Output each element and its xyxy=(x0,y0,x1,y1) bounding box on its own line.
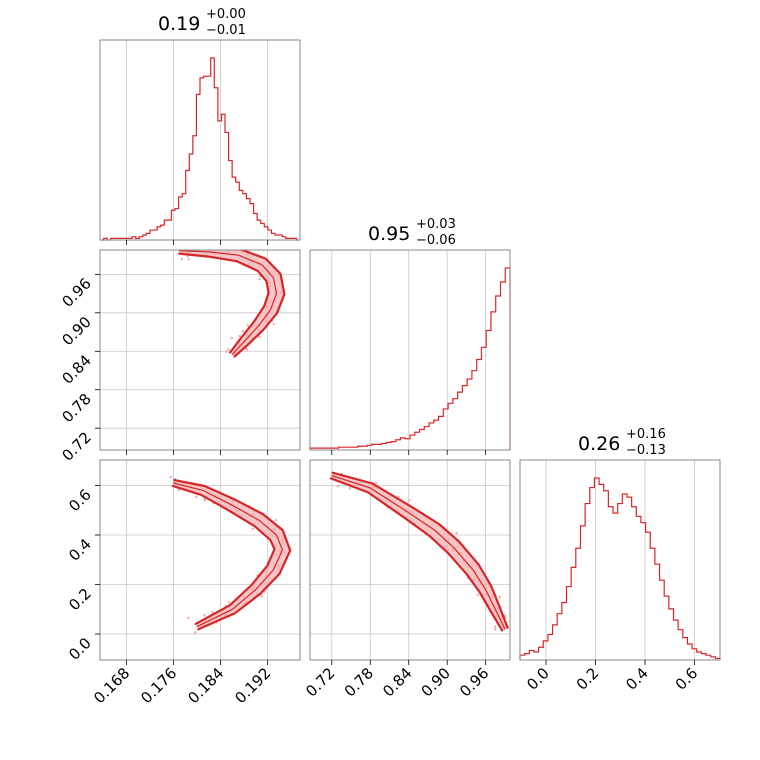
sample-point xyxy=(187,257,190,261)
y-tick-label: 0.96 xyxy=(58,274,94,310)
x-tick-label: 0.192 xyxy=(231,664,274,707)
sample-point xyxy=(194,243,196,245)
sample-point xyxy=(498,595,502,599)
marginal-title-lower: −0.13 xyxy=(626,443,666,458)
sample-point xyxy=(397,495,400,498)
x-tick-label: 0.2 xyxy=(573,664,603,694)
x-tick-label: 0.72 xyxy=(302,664,338,700)
sample-point xyxy=(455,532,458,535)
contour-line xyxy=(171,484,276,625)
joint-panel-1 xyxy=(169,475,292,634)
sample-point xyxy=(493,625,497,628)
sample-point xyxy=(336,485,340,488)
sample-point xyxy=(348,487,352,490)
sample-point xyxy=(211,610,214,614)
joint-panel-2 xyxy=(329,471,509,632)
contour-line xyxy=(178,250,278,356)
sample-point xyxy=(188,244,190,246)
y-tick-label: 0.78 xyxy=(58,390,94,426)
sample-point xyxy=(169,475,173,479)
x-tick-label: 0.90 xyxy=(418,664,454,700)
y-tick-label: 0.2 xyxy=(65,585,95,615)
marginal-title-upper: +0.16 xyxy=(626,427,666,442)
joint-frame-0 xyxy=(99,249,301,451)
x-tick-label: 0.84 xyxy=(379,664,415,700)
joint-frame-1 xyxy=(99,459,301,661)
sample-point xyxy=(494,628,497,631)
y-tick-label: 0.72 xyxy=(58,428,94,464)
sample-point xyxy=(275,518,278,522)
sample-point xyxy=(258,278,261,281)
sample-point xyxy=(203,614,206,617)
sample-point xyxy=(203,498,207,502)
y-tick-label: 0.90 xyxy=(58,313,94,349)
x-tick-label: 0.78 xyxy=(341,664,377,700)
sample-point xyxy=(177,488,181,491)
y-tick-label: 0.0 xyxy=(65,634,95,664)
credible-region xyxy=(330,472,508,631)
joint-frame-2 xyxy=(309,459,511,661)
credible-region xyxy=(179,250,285,357)
contour-line xyxy=(331,475,506,630)
y-tick-label: 0.4 xyxy=(65,535,95,565)
marginal-histogram-2 xyxy=(519,477,721,660)
contour-line xyxy=(172,482,283,628)
marginal-title-value: 0.19 xyxy=(158,13,200,35)
sample-point xyxy=(241,329,245,333)
marginal-title-lower: −0.06 xyxy=(416,233,456,248)
x-tick-label: 0.96 xyxy=(456,664,492,700)
sample-point xyxy=(225,350,228,353)
marginal-title-upper: +0.00 xyxy=(206,7,246,22)
sample-point xyxy=(257,335,261,338)
marginal-title-upper: +0.03 xyxy=(416,217,456,232)
sample-point xyxy=(476,593,479,596)
sample-point xyxy=(180,257,184,261)
sample-point xyxy=(218,246,220,248)
marginal-histogram-0 xyxy=(100,57,300,241)
marginal-title-value: 0.95 xyxy=(368,223,410,245)
y-tick-label: 0.6 xyxy=(65,486,95,516)
sample-point xyxy=(223,247,225,249)
sample-point xyxy=(221,246,223,248)
sample-point xyxy=(186,255,189,258)
marginal-panel-2 xyxy=(519,459,721,661)
x-tick-label: 0.6 xyxy=(672,664,702,694)
sample-point xyxy=(272,322,275,326)
sample-point xyxy=(194,244,196,246)
sample-point xyxy=(230,336,233,340)
sample-point xyxy=(245,348,248,351)
contour-line xyxy=(331,471,509,629)
joint-panel-0 xyxy=(178,243,286,358)
x-tick-label: 0.0 xyxy=(523,664,553,694)
sample-point xyxy=(260,595,264,598)
sample-point xyxy=(238,334,241,338)
marginal-title-lower: −0.01 xyxy=(206,23,246,38)
sample-point xyxy=(246,324,249,327)
marginal-panel-0 xyxy=(99,39,301,241)
sample-point xyxy=(374,481,378,484)
contour-line xyxy=(329,477,504,632)
marginal-histogram-1 xyxy=(309,267,511,450)
sample-point xyxy=(195,495,198,498)
sample-point xyxy=(251,527,255,530)
x-tick-label: 0.4 xyxy=(622,664,652,694)
x-tick-label: 0.168 xyxy=(90,664,133,707)
contour-line xyxy=(178,252,270,354)
contour-line xyxy=(173,479,292,631)
contour-line xyxy=(233,250,286,358)
marginal-title-value: 0.26 xyxy=(578,433,620,455)
y-tick-label: 0.84 xyxy=(58,351,94,387)
sample-point xyxy=(194,631,197,634)
sample-point xyxy=(227,348,230,351)
sample-point xyxy=(227,601,231,604)
sample-point xyxy=(408,499,411,502)
sample-point xyxy=(187,616,190,620)
x-tick-label: 0.184 xyxy=(184,664,227,707)
x-tick-label: 0.176 xyxy=(137,664,180,707)
marginal-panel-1 xyxy=(309,249,511,451)
